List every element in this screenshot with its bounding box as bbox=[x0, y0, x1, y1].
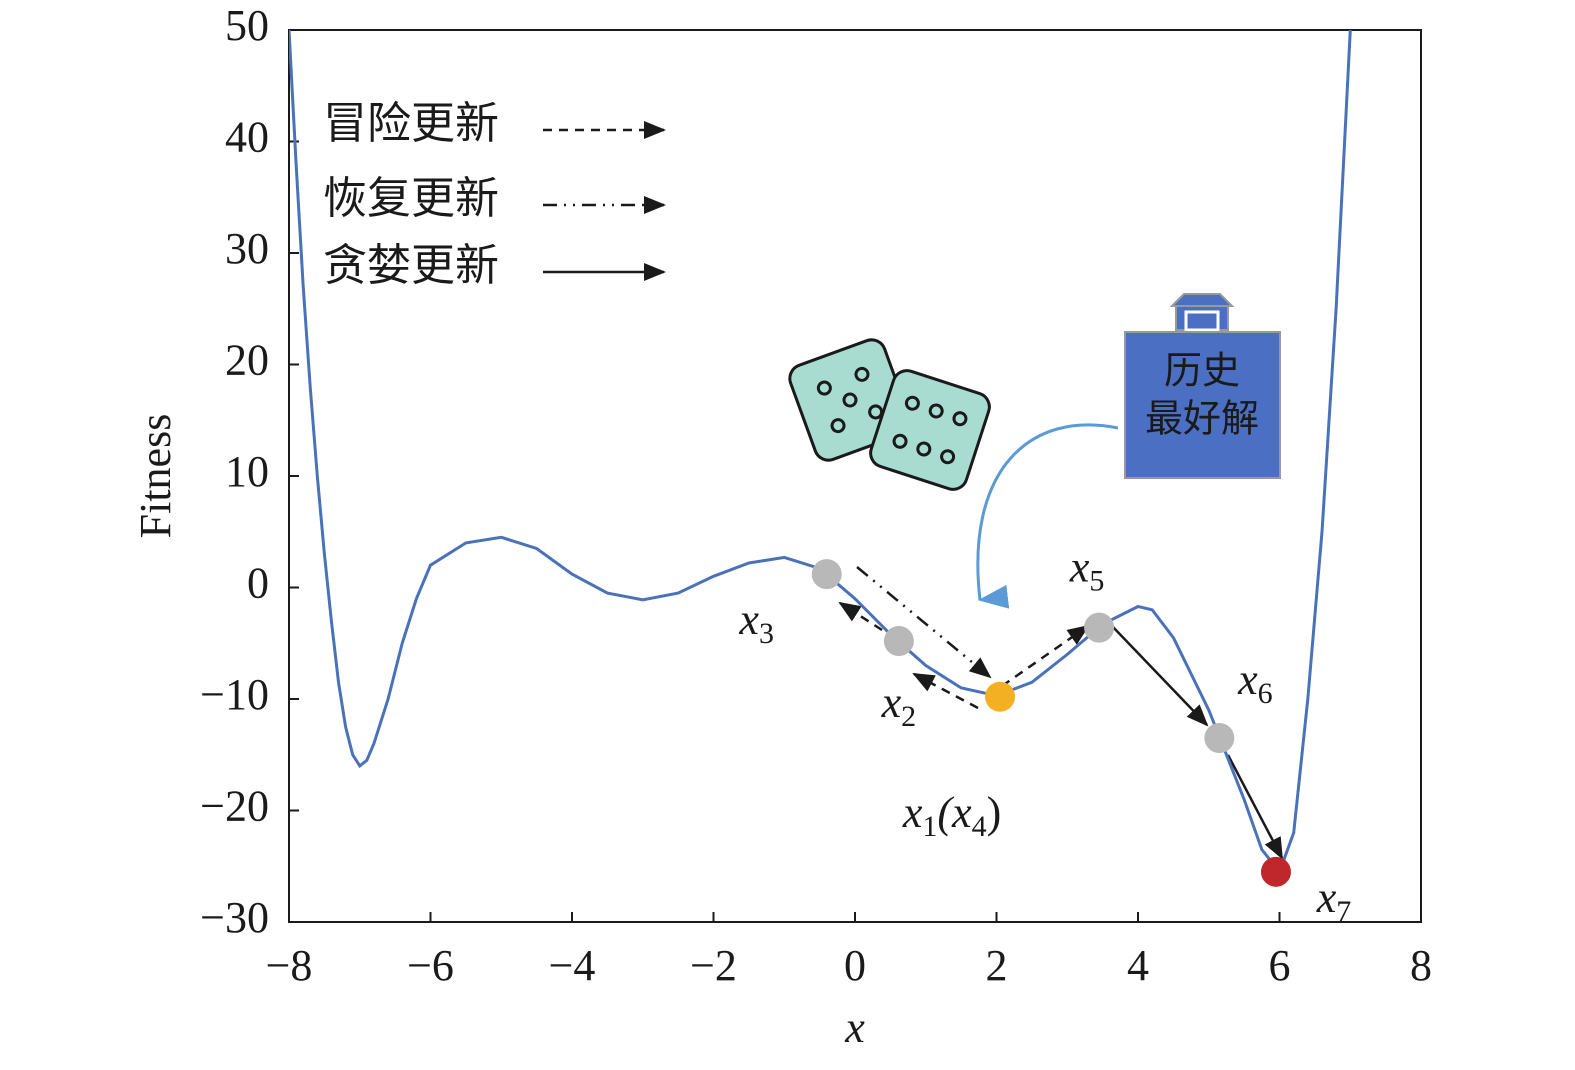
y-tick-label: −30 bbox=[200, 893, 269, 942]
legend-label: 贪婪更新 bbox=[323, 241, 499, 290]
point-label: x7 bbox=[1316, 873, 1352, 928]
history-callout: 历史 最好解 bbox=[976, 293, 1281, 609]
callout-arrow bbox=[976, 423, 1119, 609]
x-axis-label: x bbox=[844, 1003, 865, 1052]
callout-text: 最好解 bbox=[1145, 399, 1259, 441]
x-tick-label: −2 bbox=[690, 941, 737, 990]
solution-point bbox=[1204, 723, 1235, 754]
point-label: x3 bbox=[738, 595, 774, 650]
x-tick-label: −4 bbox=[549, 941, 596, 990]
x-tick-label: −6 bbox=[407, 941, 454, 990]
callout-icon bbox=[1169, 293, 1235, 307]
y-tick-label: 50 bbox=[225, 1, 269, 50]
y-tick-label: −20 bbox=[200, 782, 269, 831]
callout-box bbox=[1124, 331, 1281, 479]
x-tick-label: 0 bbox=[844, 941, 866, 990]
arrow bbox=[856, 566, 992, 679]
legend-label: 恢复更新 bbox=[323, 174, 499, 223]
arrow bbox=[1001, 624, 1090, 688]
y-tick-label: 20 bbox=[225, 336, 269, 385]
solution-point bbox=[1084, 612, 1115, 643]
dice-icon bbox=[788, 338, 991, 491]
point-label: x6 bbox=[1237, 655, 1273, 710]
y-tick-label: 30 bbox=[225, 224, 269, 273]
y-tick-label: 0 bbox=[247, 559, 269, 608]
point-label: x5 bbox=[1069, 543, 1105, 598]
point-label: x2 bbox=[881, 678, 917, 733]
arrow bbox=[838, 601, 883, 632]
x-tick-label: 8 bbox=[1410, 941, 1432, 990]
point-label: x1(x4) bbox=[902, 788, 1001, 843]
y-tick-label: 10 bbox=[225, 447, 269, 496]
x-tick-label: 6 bbox=[1269, 941, 1291, 990]
legend-label: 冒险更新 bbox=[323, 99, 499, 148]
solution-point bbox=[985, 681, 1016, 712]
x-tick-label: 2 bbox=[986, 941, 1008, 990]
callout-text: 历史 bbox=[1164, 351, 1240, 393]
callout-icon bbox=[1184, 310, 1220, 332]
solution-point bbox=[811, 559, 842, 590]
update-arrows bbox=[838, 566, 1284, 860]
arrow bbox=[1226, 754, 1284, 860]
solution-point bbox=[1260, 856, 1291, 887]
arrow bbox=[1111, 625, 1209, 727]
y-axis-label: Fitness bbox=[131, 414, 180, 539]
arrow bbox=[912, 672, 979, 710]
solution-point bbox=[883, 626, 914, 657]
x-tick-label: −8 bbox=[266, 941, 313, 990]
x-tick-label: 4 bbox=[1127, 941, 1149, 990]
y-tick-label: −10 bbox=[200, 670, 269, 719]
y-tick-label: 40 bbox=[225, 113, 269, 162]
